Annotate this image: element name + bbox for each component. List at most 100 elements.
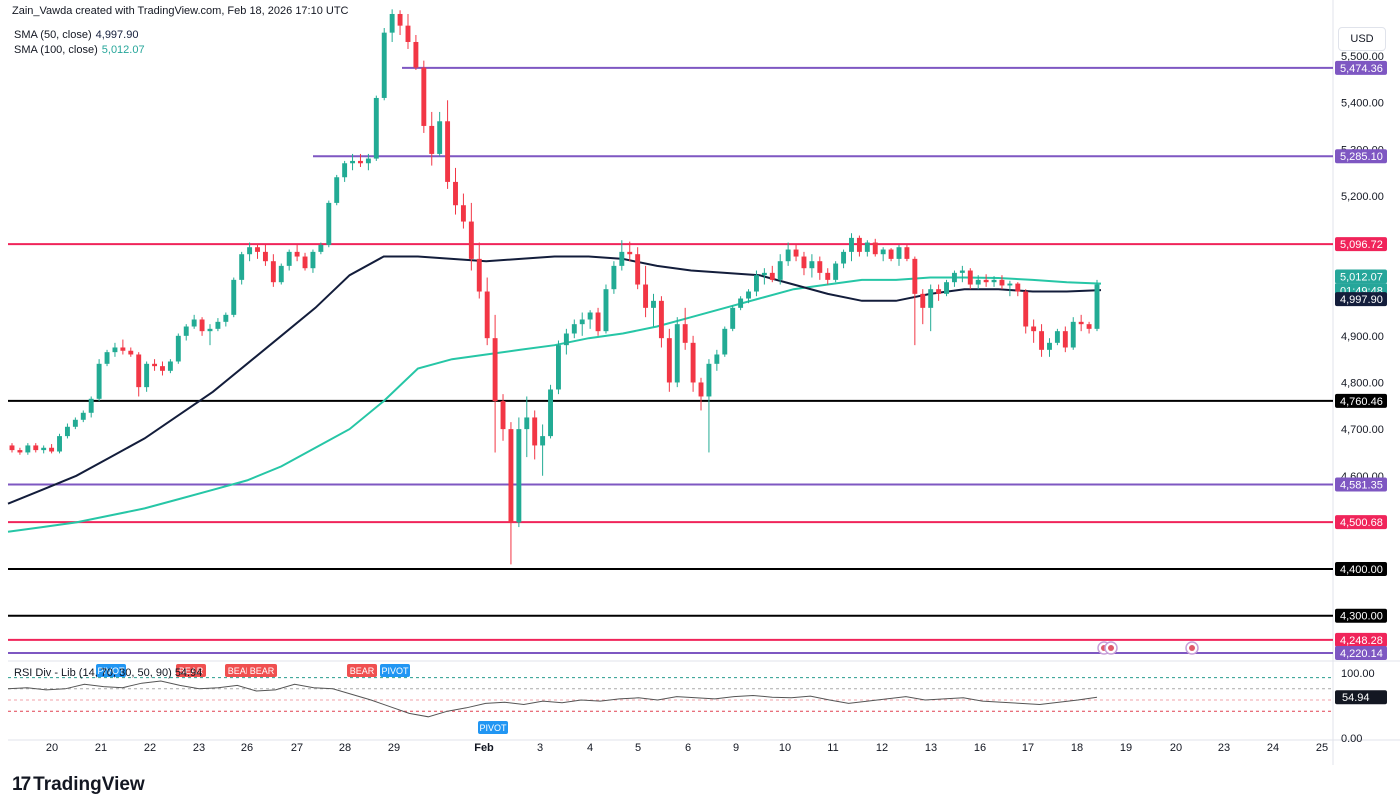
rsi-marker-3: BEAR — [250, 666, 275, 676]
event-flag-dot-1 — [1108, 645, 1114, 651]
candle-body-110 — [880, 249, 886, 255]
rsi-marker-bg-1 — [176, 664, 206, 677]
candle-body-132 — [1054, 331, 1060, 343]
sma50-line — [7, 255, 1102, 505]
candle-body-121 — [967, 270, 973, 285]
candle-body-56 — [453, 181, 458, 206]
level-label-bg-3 — [1335, 393, 1387, 408]
time-tick-6: 28 — [339, 742, 351, 754]
time-tick-8: Feb — [474, 742, 494, 754]
candle-body-1 — [17, 450, 23, 453]
level-label-bg-8 — [1335, 632, 1387, 647]
candle-body-79 — [635, 254, 641, 285]
candle-body-107 — [856, 237, 862, 252]
rsi-marker-bg-3 — [247, 664, 277, 677]
candle-body-49 — [397, 13, 403, 26]
candle-body-83 — [666, 338, 672, 383]
level-label-4: 4,581.35 — [1340, 479, 1383, 491]
time-tick-17: 13 — [925, 742, 937, 754]
time-tick-3: 23 — [193, 742, 205, 754]
rsi-marker-0: PIVOT — [97, 666, 125, 676]
candle-body-76 — [611, 265, 617, 290]
level-label-2: 5,096.72 — [1340, 239, 1383, 251]
candle-body-63 — [508, 429, 514, 523]
rsi-marker-bg-6 — [478, 721, 508, 734]
candle-body-120 — [959, 270, 965, 273]
candle-body-103 — [825, 272, 831, 280]
time-tick-16: 12 — [876, 742, 888, 754]
candle-body-82 — [658, 300, 664, 339]
tradingview-logo-text: TradingView — [33, 774, 145, 795]
candle-body-8 — [72, 419, 78, 427]
candle-body-80 — [643, 284, 649, 308]
candle-body-29 — [239, 254, 245, 280]
candle-body-53 — [429, 125, 435, 154]
rsi-tick-100: 100.00 — [1341, 668, 1375, 680]
candle-body-126 — [1007, 283, 1013, 286]
candle-body-26 — [215, 321, 221, 329]
level-label-5: 4,500.68 — [1340, 517, 1383, 529]
price-tick-3: 5,200.00 — [1341, 191, 1384, 203]
candlesticks — [9, 9, 1100, 565]
sma50-legend[interactable]: SMA (50, close) 4,997.90 — [14, 29, 138, 41]
candle-body-37 — [302, 256, 308, 269]
candle-body-98 — [785, 249, 791, 262]
sma100-legend-label: SMA (100, close) — [14, 44, 98, 56]
candle-body-30 — [247, 247, 253, 255]
rsi-legend[interactable]: RSI Div - Lib (14, 70, 30, 50, 90) 54.94 — [14, 667, 202, 679]
candle-body-113 — [904, 247, 910, 259]
candle-body-95 — [761, 272, 767, 276]
candle-body-74 — [595, 312, 601, 332]
rsi-legend-label: RSI Div - Lib (14, 70, 30, 50, 90) — [14, 667, 172, 679]
level-label-1: 5,285.10 — [1340, 151, 1383, 163]
price-tick-4: 4,900.00 — [1341, 331, 1384, 343]
candle-body-64 — [516, 429, 522, 523]
currency-button[interactable]: USD — [1338, 27, 1386, 51]
candle-body-34 — [278, 265, 284, 283]
level-label-bg-7 — [1335, 608, 1387, 623]
rsi-legend-value: 54.94 — [174, 667, 203, 679]
rsi-marker-6: PIVOT — [479, 723, 507, 733]
level-label-8: 4,248.28 — [1340, 635, 1383, 647]
level-label-bg-6 — [1335, 562, 1387, 577]
candle-body-0 — [9, 445, 15, 451]
level-label-bg-0 — [1335, 60, 1387, 75]
candle-body-117 — [936, 289, 942, 294]
candle-body-47 — [381, 32, 387, 98]
time-tick-23: 23 — [1218, 742, 1230, 754]
candle-body-13 — [112, 347, 118, 353]
candle-body-124 — [991, 279, 997, 283]
candle-body-67 — [540, 436, 546, 446]
candle-body-9 — [80, 412, 86, 420]
level-label-9: 4,220.14 — [1340, 648, 1383, 660]
candle-body-77 — [619, 251, 625, 266]
time-tick-25: 25 — [1316, 742, 1328, 754]
price-tick-6: 4,700.00 — [1341, 424, 1384, 436]
candle-body-58 — [468, 221, 474, 259]
rsi-marker-5: PIVOT — [381, 666, 409, 676]
candle-body-27 — [223, 314, 229, 322]
sma100-legend[interactable]: SMA (100, close) 5,012.07 — [14, 44, 145, 56]
candle-body-45 — [365, 158, 371, 164]
candle-body-116 — [928, 289, 934, 308]
time-tick-20: 18 — [1071, 742, 1083, 754]
sma100-line — [7, 276, 1102, 533]
rsi-marker-1: BEAR — [179, 666, 204, 676]
candle-body-112 — [896, 247, 902, 259]
candle-body-3 — [33, 445, 39, 451]
candle-body-42 — [342, 163, 348, 178]
candle-body-50 — [405, 25, 411, 42]
level-label-bg-5 — [1335, 515, 1387, 530]
candle-body-21 — [175, 335, 181, 362]
time-tick-2: 22 — [144, 742, 156, 754]
time-tick-12: 6 — [685, 742, 691, 754]
time-tick-11: 5 — [635, 742, 641, 754]
candle-body-89 — [714, 354, 720, 364]
candle-body-36 — [294, 251, 300, 257]
time-tick-13: 9 — [733, 742, 739, 754]
candle-body-105 — [841, 251, 847, 264]
sma50-legend-label: SMA (50, close) — [14, 29, 92, 41]
rsi-marker-bg-0 — [96, 664, 126, 677]
rsi-marker-bg-4 — [347, 664, 377, 677]
